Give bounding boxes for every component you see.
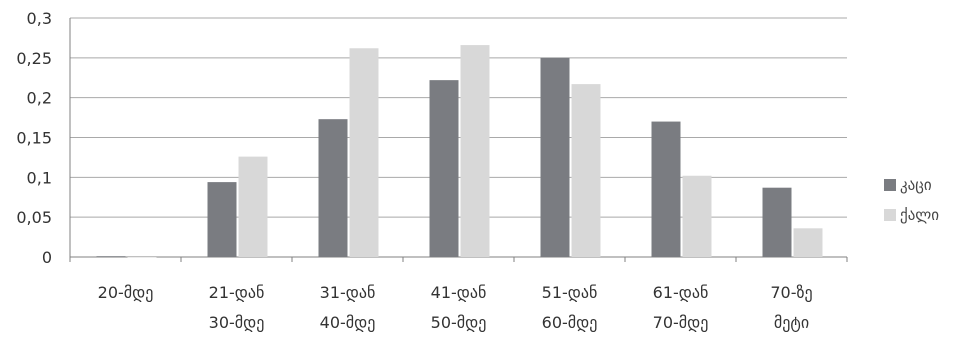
bar-1-2 <box>207 182 237 257</box>
bar-2-7 <box>793 228 823 257</box>
x-tick-label: 30-მდე <box>209 313 265 332</box>
y-tick-label: 0,3 <box>27 9 52 28</box>
bar-1-1 <box>96 256 126 257</box>
y-tick-label: 0,25 <box>16 49 52 68</box>
x-tick-label: 41-დან <box>431 283 487 302</box>
bar-2-5 <box>571 84 601 257</box>
x-tick-label: 60-მდე <box>542 313 598 332</box>
bar-1-7 <box>762 187 792 257</box>
legend-swatch-series-1 <box>884 179 896 191</box>
x-tick-label: 20-მდე <box>98 283 154 302</box>
x-tick-label: მეტი <box>774 313 809 332</box>
x-tick-label: 40-მდე <box>320 313 376 332</box>
y-tick-label: 0,2 <box>27 89 52 108</box>
legend-label-series-1: კაცი <box>900 176 932 194</box>
bar-1-6 <box>651 121 681 257</box>
x-tick-label: 21-დან <box>209 283 265 302</box>
bar-1-5 <box>540 57 570 258</box>
legend-label-series-2: ქალი <box>900 206 940 224</box>
bar-1-4 <box>429 80 459 257</box>
bar-2-3 <box>349 48 379 258</box>
x-tick-label: 50-მდე <box>431 313 487 332</box>
bar-2-2 <box>238 156 268 257</box>
bar-2-4 <box>460 45 490 257</box>
x-tick-label: 70-ზე <box>770 283 812 302</box>
bar-2-1 <box>127 257 157 258</box>
legend-swatch-series-2 <box>884 209 896 221</box>
x-tick-label: 70-მდე <box>653 313 709 332</box>
y-tick-label: 0 <box>42 248 52 267</box>
bar-2-6 <box>682 175 712 257</box>
x-tick-label: 31-დან <box>320 283 376 302</box>
legend: კაცი ქალი <box>884 170 964 230</box>
y-tick-label: 0,15 <box>16 129 52 148</box>
bar-1-3 <box>318 119 348 257</box>
legend-item-series-2: ქალი <box>884 200 964 230</box>
legend-item-series-1: კაცი <box>884 170 964 200</box>
y-tick-label: 0,1 <box>27 168 52 187</box>
x-tick-label: 61-დან <box>653 283 709 302</box>
x-tick-label: 51-დან <box>542 283 598 302</box>
y-tick-label: 0,05 <box>16 208 52 227</box>
